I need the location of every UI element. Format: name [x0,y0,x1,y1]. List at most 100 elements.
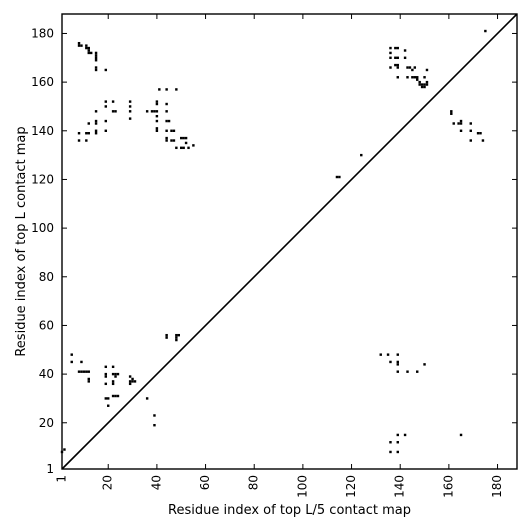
contact-point [450,112,453,115]
contact-point [128,380,132,383]
contact-point [89,51,93,55]
contact-point [396,66,399,69]
contact-point [111,100,115,103]
contact-points [60,29,487,454]
contact-point [155,102,159,106]
contact-point [170,139,173,142]
x-tick-label: 120 [344,475,358,498]
contact-point [413,76,417,79]
contact-point [70,353,73,356]
contact-point [379,353,382,356]
contact-point [70,360,73,364]
contact-point [104,105,108,108]
contact-point [104,119,108,123]
contact-point [77,44,81,47]
contact-point [111,110,115,113]
contact-point [111,394,115,398]
x-tick-label: 160 [441,475,455,498]
contact-point [104,68,108,72]
contact-point [104,382,108,386]
contact-point [94,59,98,62]
y-tick-label: 20 [39,416,54,430]
contact-point [184,136,188,140]
contact-point [87,49,90,52]
contact-point [403,56,407,60]
contact-point [420,85,424,89]
contact-point [155,110,159,113]
contact-point [396,46,399,50]
contact-point [394,56,397,60]
contact-point [396,441,399,444]
contact-point [128,105,132,108]
x-tick-label: 20 [101,475,115,490]
contact-point [114,372,117,376]
y-tick-label: 100 [31,221,54,235]
x-tick-label: 40 [149,475,163,490]
contact-point [85,44,88,47]
contact-point [172,139,176,142]
x-tick-label: 180 [490,475,504,498]
contact-point [423,76,426,79]
contact-point [111,380,115,383]
contact-point [175,336,178,339]
contact-point [386,353,390,356]
y-tick-label: 60 [39,318,54,332]
contact-point [459,119,463,123]
contact-point [182,146,185,150]
contact-point [425,68,429,72]
x-tick-label: 60 [198,475,212,490]
y-tick-label: 140 [31,124,54,138]
contact-point [128,382,132,386]
contact-point [165,333,168,337]
contact-point [394,63,397,67]
contact-point [406,76,409,79]
x-axis-label: Residue index of top L/5 contact map [168,503,411,518]
x-tick-label: 1 [55,475,69,483]
contact-point [175,333,178,337]
contact-point [165,139,168,142]
contact-point [192,144,195,147]
contact-point [104,372,108,376]
contact-point [184,141,188,145]
contact-point [131,380,134,383]
contact-point [459,433,463,437]
contact-point [114,394,117,398]
contact-point [396,353,399,356]
contact-point [450,110,453,113]
x-tick-label: 140 [393,475,407,498]
contact-point [111,365,115,369]
contact-point [389,46,392,50]
contact-point [77,139,81,142]
contact-point [180,146,183,150]
contact-point [416,370,419,373]
contact-point [469,129,472,132]
contact-point [165,129,168,132]
contact-point [155,100,159,103]
contact-point [476,132,480,135]
y-tick-label: 80 [39,270,54,284]
contact-point [155,119,159,123]
contact-point [175,338,178,342]
contact-point [155,114,159,118]
contact-point [87,377,90,381]
contact-point [338,175,341,179]
contact-point [389,56,392,60]
contact-point [77,370,81,373]
plot-frame [61,13,518,470]
contact-point [104,375,108,378]
contact-point [94,129,98,132]
contact-point [423,85,426,89]
contact-point [94,56,98,60]
contact-point [155,129,159,132]
contact-point [452,122,455,125]
contact-point [94,66,98,69]
contact-point [175,88,178,91]
contact-point [87,370,90,373]
contact-point [418,83,421,86]
contact-point [80,44,83,47]
contact-point [77,41,81,45]
contact-point [87,46,90,50]
contact-point [104,365,108,369]
contact-point [167,119,171,123]
